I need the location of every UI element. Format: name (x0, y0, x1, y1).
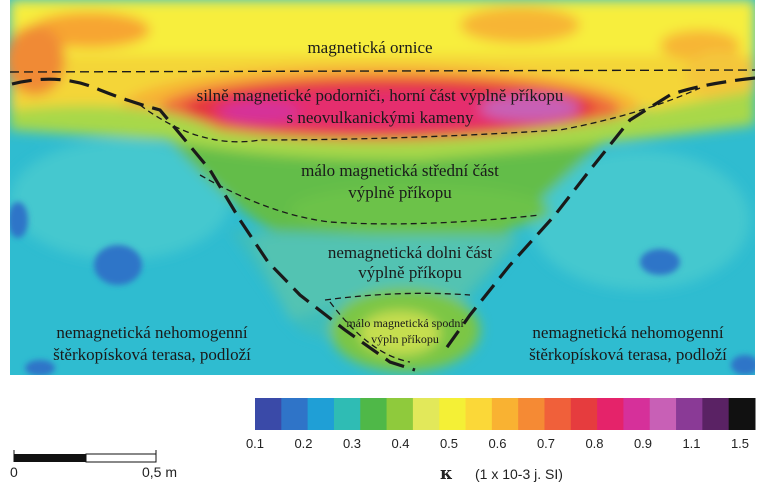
legend-tick-label: 0.9 (633, 436, 653, 451)
legend-swatch (281, 398, 309, 430)
label-terrace-left-line1: nemagnetická nehomogenní (56, 323, 248, 342)
legend-swatch (649, 398, 677, 430)
legend-swatch (597, 398, 624, 430)
legend-tick-label: 1.1 (682, 436, 701, 451)
legend-swatch (702, 398, 730, 430)
label-lower-line1: nemagnetická dolni část (327, 243, 493, 262)
label-terrace-right-line2: štěrkopísková terasa, podloží (529, 345, 727, 364)
legend-tick-label: 0.5 (439, 436, 459, 451)
legend-swatch (386, 398, 414, 430)
legend-unit-symbol: κ (440, 464, 453, 484)
label-lower-line2: výplně příkopu (358, 263, 462, 282)
legend-swatch (465, 398, 493, 430)
legend-tick-label: 0.3 (342, 436, 362, 451)
legend-tick-label: 0.8 (585, 436, 604, 451)
legend-swatch (544, 398, 572, 430)
legend-swatch (518, 398, 545, 430)
label-bottom-line2: výpln příkopu (371, 332, 439, 346)
legend-swatch (255, 398, 282, 430)
label-terrace-right-line1: nemagnetická nehomogenní (532, 323, 724, 342)
legend-unit-text: (1 x 10-3 j. SI) (475, 466, 563, 482)
contour-map (10, 0, 755, 375)
label-middle-line1: málo magnetická střední část (301, 161, 499, 180)
legend-swatch (728, 398, 756, 430)
legend-tick-label: 0.1 (245, 436, 265, 451)
legend-tick-label: 0.7 (536, 436, 556, 451)
label-subsoil-line2: s neovulkanickými kameny (286, 108, 474, 127)
color-scale-legend (255, 398, 756, 430)
label-bottom-line1: málo magnetická spodní (346, 316, 464, 330)
scale-end-label: 0,5 m (142, 464, 178, 480)
label-middle-line2: výplně příkopu (348, 183, 452, 202)
legend-tick-label: 0.2 (294, 436, 313, 451)
scale-start-label: 0 (10, 464, 18, 480)
legend-swatch (360, 398, 388, 430)
label-topsoil: magnetická ornice (307, 38, 433, 57)
legend-swatch (307, 398, 335, 430)
legend-swatch (412, 398, 440, 430)
legend-tick-label: 1.5 (730, 436, 750, 451)
label-terrace-left-line2: štěrkopísková terasa, podloží (53, 345, 251, 364)
legend-swatch (491, 398, 519, 430)
legend-tick-label: 0.4 (391, 436, 410, 451)
legend-swatch (570, 398, 598, 430)
legend-swatch (676, 398, 703, 430)
label-subsoil-line1: silně magnetické podorniči, horní část v… (196, 86, 564, 105)
legend-swatch (333, 398, 361, 430)
legend-swatch (623, 398, 651, 430)
legend-swatch (439, 398, 467, 430)
legend-tick-label: 0.6 (488, 436, 507, 451)
scale-bar (13, 450, 157, 463)
